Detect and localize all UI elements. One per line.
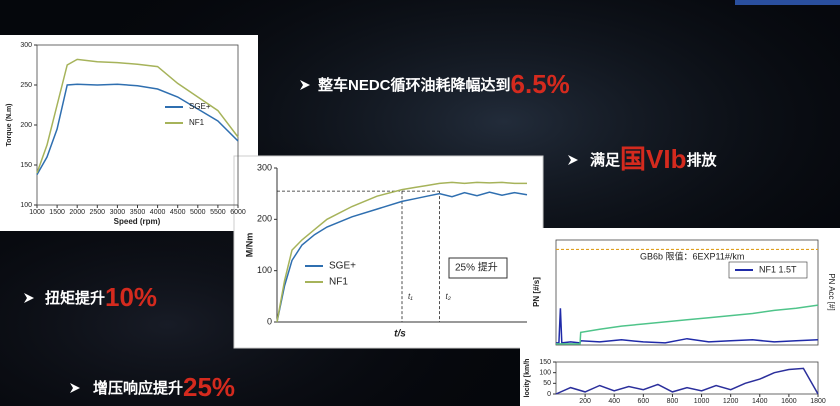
text: 满足 <box>590 151 621 169</box>
legend-label: SGE+ <box>329 261 356 272</box>
y-axis-label: Torque (N.m) <box>6 103 13 146</box>
chart-panel <box>520 228 840 406</box>
x-tick-label: 2500 <box>90 209 106 216</box>
x-tick-label: 1500 <box>49 209 65 216</box>
y-tick-label: 300 <box>20 42 32 49</box>
series-line <box>556 304 819 345</box>
bullet-text: 满足国VIb排放 <box>590 144 717 174</box>
series-line <box>36 58 239 174</box>
reference-label: t₂ <box>446 292 451 301</box>
reference-label: t₁ <box>408 292 413 301</box>
y-tick-label: 300 <box>257 162 272 172</box>
y-tick-label: 0 <box>547 391 551 398</box>
x-tick-label: 2000 <box>69 209 85 216</box>
plot-frame <box>555 361 819 395</box>
highlight: 6.5% <box>511 69 570 99</box>
bullet-arrow <box>24 293 34 303</box>
bullet-arrow <box>300 80 310 90</box>
legend-label: NF1 1.5T <box>759 264 797 274</box>
highlight: 10% <box>105 282 157 312</box>
bullet-text: 扭矩提升10% <box>45 282 157 312</box>
x-tick-label: 6000 <box>230 209 246 216</box>
series-line <box>276 181 527 323</box>
x-tick-label: 4000 <box>150 209 166 216</box>
y-tick-label: 250 <box>20 82 32 89</box>
annotation: 25% 提升 <box>455 262 498 274</box>
chart-panel <box>0 35 258 231</box>
y-tick-label: 100 <box>257 265 272 275</box>
text: 增压响应提升 <box>93 379 183 397</box>
y-tick-label: 50 <box>543 380 551 387</box>
y2-axis-label: PN Acc [#] <box>827 273 836 310</box>
x-tick-label: 1400 <box>752 398 768 405</box>
annotation-box <box>448 257 508 279</box>
y-axis-label: M/Nm <box>244 233 254 258</box>
highlight: 25% <box>183 372 235 402</box>
series-line <box>276 191 528 323</box>
bullet-arrow <box>70 383 80 393</box>
bullet-text: 整车NEDC循环油耗降幅达到6.5% <box>318 69 570 99</box>
x-tick-label: 1600 <box>781 398 797 405</box>
legend-label: NF1 <box>329 277 348 288</box>
chart-panel <box>233 155 544 349</box>
legend-label: NF1 <box>189 118 205 127</box>
series-line <box>36 83 239 175</box>
y-axis-label: locity [km/h <box>524 359 531 398</box>
y-tick-label: 100 <box>20 202 32 209</box>
series-line <box>556 308 819 344</box>
header-bar <box>735 0 840 5</box>
x-tick-label: 1200 <box>723 398 739 405</box>
x-axis-label: t/s <box>394 329 406 340</box>
y-tick-label: 200 <box>20 122 32 129</box>
x-tick-label: 400 <box>608 398 620 405</box>
y-tick-label: 200 <box>257 214 272 224</box>
annotation: GB6b 限值：6EXP11#/km <box>640 250 744 261</box>
text: 扭矩提升 <box>45 289 105 307</box>
x-tick-label: 3500 <box>130 209 146 216</box>
x-tick-label: 1000 <box>29 209 45 216</box>
bullet: 增压响应提升25% <box>70 372 235 402</box>
y-axis-label: PN [#/s] <box>532 277 541 307</box>
plot-frame <box>555 239 819 346</box>
text: 排放 <box>686 151 717 169</box>
legend-label: SGE+ <box>189 102 211 111</box>
x-tick-label: 3000 <box>110 209 126 216</box>
x-tick-label: 800 <box>667 398 679 405</box>
x-tick-label: 1800 <box>810 398 826 405</box>
y-tick-label: 0 <box>267 316 272 326</box>
series-line <box>555 367 819 395</box>
x-axis-label: Speed (rpm) <box>114 217 161 226</box>
bullet-text: 增压响应提升25% <box>93 372 235 402</box>
bullet: 整车NEDC循环油耗降幅达到6.5% <box>300 69 570 99</box>
x-tick-label: 4500 <box>170 209 186 216</box>
x-tick-label: 200 <box>579 398 591 405</box>
y-tick-label: 100 <box>539 370 551 377</box>
x-tick-label: 5000 <box>190 209 206 216</box>
bullet: 满足国VIb排放 <box>568 144 717 174</box>
bullet: 扭矩提升10% <box>24 282 157 312</box>
bullet-arrow <box>568 155 578 165</box>
y-tick-label: 150 <box>539 359 551 366</box>
highlight: 国VIb <box>620 144 686 174</box>
text: 整车NEDC循环油耗降幅达到 <box>318 76 511 94</box>
x-tick-label: 5500 <box>210 209 226 216</box>
y-tick-label: 150 <box>20 162 32 169</box>
x-tick-label: 1000 <box>694 398 710 405</box>
x-tick-label: 600 <box>637 398 649 405</box>
legend-box <box>728 261 808 279</box>
